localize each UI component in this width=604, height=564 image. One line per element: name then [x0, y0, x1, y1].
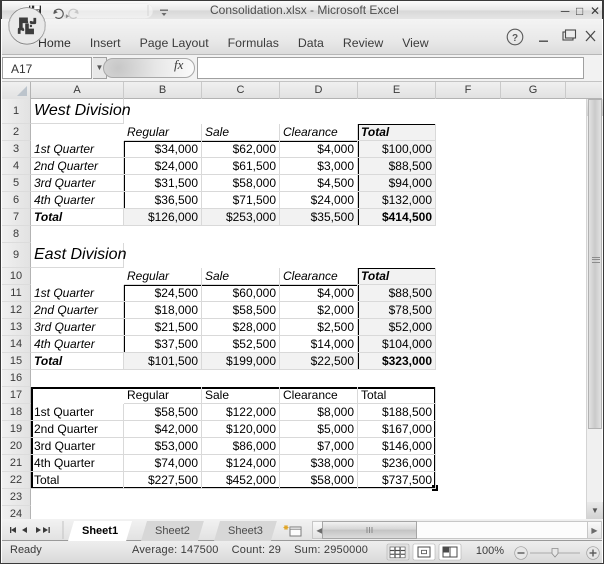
svg-text:?: ?	[512, 33, 518, 44]
